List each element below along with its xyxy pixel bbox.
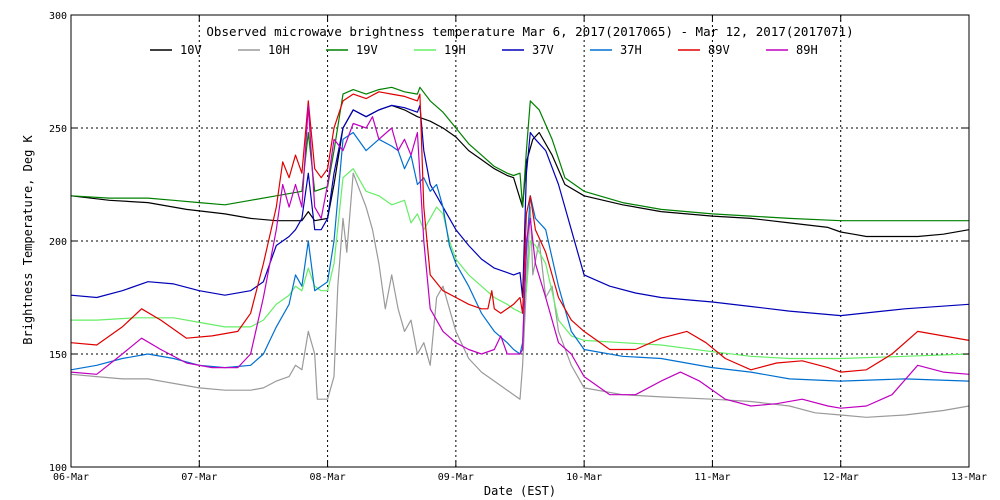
x-tick-label: 07-Mar: [181, 472, 217, 483]
legend-label-89V: 89V: [708, 43, 730, 57]
series-line-10H: [70, 172, 970, 418]
x-tick-label: 10-Mar: [566, 472, 602, 483]
x-tick-label: 06-Mar: [53, 472, 89, 483]
legend: 10V 10H 19V 19H 37V 37H 89V 89H: [150, 43, 818, 57]
series-line-19H: [71, 168, 970, 360]
legend-label-37V: 37V: [532, 43, 554, 57]
gridlines: [71, 15, 969, 467]
y-axis-ticks: 100 150 200 250 300: [49, 11, 969, 474]
x-axis-label: Date (EST): [484, 484, 556, 498]
x-tick-label: 13-Mar: [951, 472, 987, 483]
y-tick-label: 200: [49, 237, 67, 248]
legend-label-37H: 37H: [620, 43, 642, 57]
legend-label-89H: 89H: [796, 43, 818, 57]
x-axis-ticks: 06-Mar 07-Mar 08-Mar 09-Mar 10-Mar 11-Mar 12-M…: [53, 15, 987, 483]
legend-label-19H: 19H: [444, 43, 466, 57]
legend-label-10H: 10H: [268, 43, 290, 57]
x-tick-label: 12-Mar: [823, 472, 859, 483]
legend-label-10V: 10V: [180, 43, 202, 57]
x-tick-label: 08-Mar: [310, 472, 346, 483]
series-line-37H: [70, 131, 970, 382]
y-tick-label: 250: [49, 124, 67, 135]
series-line-89H: [70, 104, 970, 409]
x-tick-label: 09-Mar: [438, 472, 474, 483]
y-tick-label: 100: [49, 463, 67, 474]
series-lines: [70, 86, 970, 418]
y-tick-label: 150: [49, 350, 67, 361]
y-axis-label: Brightness Temperature, Deg K: [21, 134, 35, 344]
series-line-37V: [70, 104, 970, 317]
x-tick-label: 11-Mar: [694, 472, 730, 483]
series-line-19V: [70, 86, 969, 222]
legend-label-19V: 19V: [356, 43, 378, 57]
series-line-10V: [70, 104, 970, 238]
series-line-89V: [70, 91, 970, 373]
y-tick-label: 300: [49, 11, 67, 22]
chart-title: Observed microwave brightness temperatur…: [206, 24, 853, 39]
